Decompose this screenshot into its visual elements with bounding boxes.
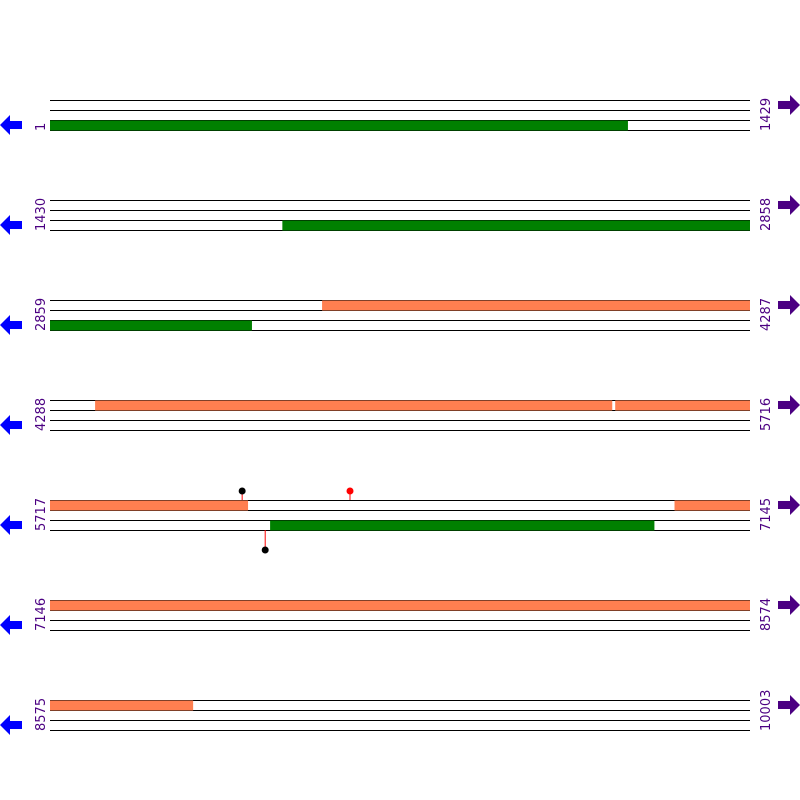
forward-arrow: [778, 695, 800, 715]
end-label: 4287: [759, 298, 774, 331]
feature: [50, 120, 628, 131]
reverse-arrow: [0, 715, 22, 735]
reverse-arrow: [0, 615, 22, 635]
feature: [282, 220, 750, 231]
feature: [615, 400, 750, 411]
forward-arrow: [778, 295, 800, 315]
start-label: 7146: [34, 598, 49, 631]
marker: [261, 546, 269, 554]
start-label: 1430: [34, 198, 49, 231]
end-label: 8574: [759, 598, 774, 631]
reverse-arrow: [0, 415, 22, 435]
forward-arrow: [778, 95, 800, 115]
feature: [50, 600, 750, 611]
forward-arrow: [778, 495, 800, 515]
end-label: 2858: [759, 198, 774, 231]
reverse-arrow: [0, 115, 22, 135]
start-label: 5717: [34, 498, 49, 531]
feature: [270, 520, 655, 531]
forward-arrow: [778, 595, 800, 615]
marker: [238, 487, 246, 495]
start-label: 8575: [34, 698, 49, 731]
start-label: 4288: [34, 398, 49, 431]
feature: [322, 300, 750, 311]
start-label: 2859: [34, 298, 49, 331]
end-label: 10003: [759, 690, 774, 731]
marker: [346, 487, 354, 495]
feature: [95, 400, 613, 411]
end-label: 5716: [759, 398, 774, 431]
feature: [50, 320, 252, 331]
end-label: 7145: [759, 498, 774, 531]
reverse-arrow: [0, 215, 22, 235]
forward-arrow: [778, 395, 800, 415]
feature: [674, 500, 750, 511]
reverse-arrow: [0, 315, 22, 335]
feature: [50, 500, 249, 511]
reverse-arrow: [0, 515, 22, 535]
feature: [50, 700, 194, 711]
start-label: 1: [34, 123, 49, 131]
end-label: 1429: [759, 98, 774, 131]
forward-arrow: [778, 195, 800, 215]
